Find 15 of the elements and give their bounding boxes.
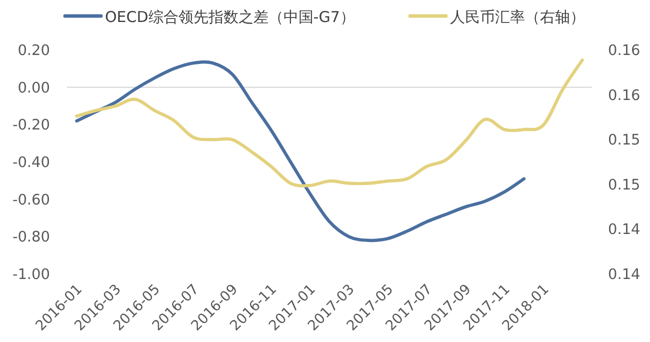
legend-label: OECD综合领先指数之差（中国-G7） xyxy=(105,8,355,26)
y2-tick-label: 0.15 xyxy=(608,177,640,194)
y2-tick-label: 0.15 xyxy=(608,132,640,149)
y-tick-label: -0.40 xyxy=(12,155,50,171)
y2-tick-label: 0.14 xyxy=(608,222,640,238)
y-tick-label: 0.20 xyxy=(18,43,50,59)
y2-tick-label: 0.14 xyxy=(608,267,640,283)
y-tick-label: -0.80 xyxy=(12,230,50,246)
y-tick-label: 0.00 xyxy=(18,80,50,96)
y-tick-label: -0.20 xyxy=(12,118,50,134)
legend-label: 人民币汇率（右轴） xyxy=(450,8,585,26)
y2-tick-label: 0.16 xyxy=(608,88,640,104)
y2-tick-label: 0.16 xyxy=(608,43,640,59)
y-tick-label: -1.00 xyxy=(12,267,50,283)
y-tick-label: -0.60 xyxy=(12,192,50,208)
